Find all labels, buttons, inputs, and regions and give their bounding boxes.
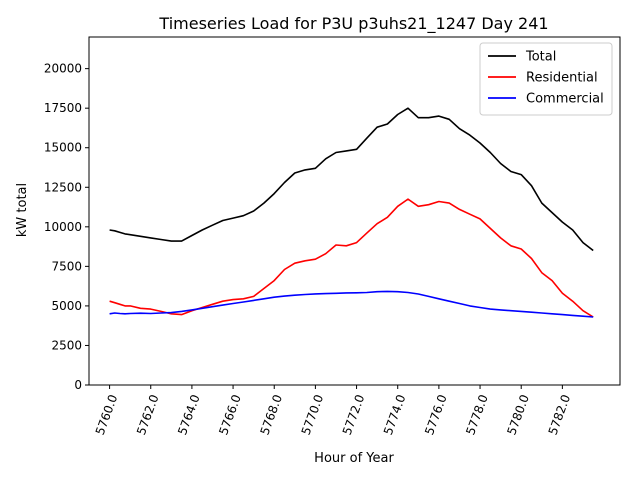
x-tick-label: 5762.0 [134,393,162,437]
x-tick-label: 5768.0 [257,393,285,437]
x-tick-label: 5760.0 [93,393,121,437]
x-tick-label: 5776.0 [422,393,450,437]
legend-label-total: Total [525,50,556,65]
plot-area [109,107,594,318]
y-tick-label: 5000 [51,299,82,313]
y-tick-label: 17500 [44,101,82,115]
y-tick-label: 0 [74,378,82,392]
series-lines [109,107,594,318]
y-tick-label: 12500 [44,180,82,194]
x-tick-label: 5780.0 [504,393,532,437]
legend-label-residential: Residential [526,71,598,86]
x-tick-label: 5774.0 [381,393,409,437]
y-axis: 0 2500 5000 7500 10000 12500 15000 17500 20000 [44,62,89,392]
y-tick-label: 7500 [51,259,82,273]
x-axis-label: Hour of Year [314,451,394,466]
y-tick-label: 20000 [44,62,82,76]
y-tick-label: 15000 [44,141,82,155]
x-tick-label: 5772.0 [340,393,368,437]
x-tick-label: 5764.0 [175,393,203,437]
legend-box [479,42,613,116]
series-line-residential [109,198,594,318]
x-axis: 5760.0 5762.0 5764.0 5766.0 5768.0 5770.0 5772… [93,385,573,437]
y-tick-label: 10000 [44,220,82,234]
legend: Total Residential Commercial [479,42,613,116]
series-line-commercial [109,290,594,318]
legend-label-commercial: Commercial [526,92,604,107]
x-tick-label: 5782.0 [546,393,574,437]
series-line-total [109,107,594,252]
y-tick-label: 2500 [51,338,82,352]
y-axis-label: kW total [15,183,30,237]
plot-frame [88,36,621,386]
x-tick-label: 5770.0 [299,393,327,437]
chart-title: Timeseries Load for P3U p3uhs21_1247 Day… [158,14,548,34]
x-tick-label: 5778.0 [463,393,491,437]
x-tick-label: 5766.0 [216,393,244,437]
